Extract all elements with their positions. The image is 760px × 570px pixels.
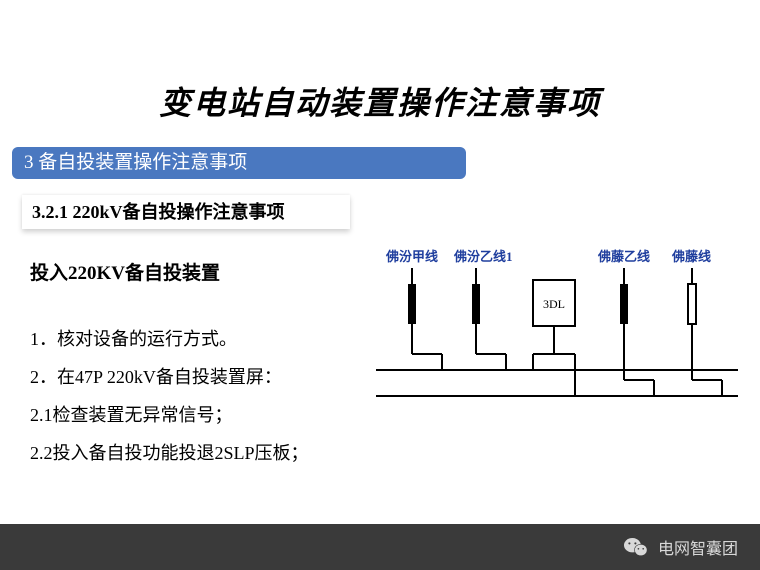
slide-page: 变电站自动装置操作注意事项 3 备自投装置操作注意事项 3.2.1 220kV备… [0,0,760,570]
breaker-label: 3DL [543,297,565,311]
list-item: 2．在47P 220kV备自投装置屏： [30,358,390,396]
line-label: 佛藤线 [672,246,711,265]
list-item: 2.2投入备自投功能投退2SLP压板； [30,434,390,472]
section-bar: 3 备自投装置操作注意事项 [12,147,466,179]
intro-line: 投入220KV备自投装置 [30,258,220,285]
wechat-icon [624,535,648,559]
line-label: 佛汾甲线 [386,246,438,265]
footer-bar: 电网智囊团 [0,524,760,570]
page-title: 变电站自动装置操作注意事项 [0,78,760,124]
list-item: 2.1检查装置无异常信号； [30,396,390,434]
diagram-svg: 3DL [376,246,738,416]
subheading: 3.2.1 220kV备自投操作注意事项 [22,195,350,229]
instruction-list: 1．核对设备的运行方式。 2．在47P 220kV备自投装置屏： 2.1检查装置… [30,320,390,472]
line-label: 佛藤乙线 [598,246,650,265]
line-label: 佛汾乙线1 [454,246,513,265]
list-item: 1．核对设备的运行方式。 [30,320,390,358]
footer-source: 电网智囊团 [658,535,738,559]
single-line-diagram: 佛汾甲线 佛汾乙线1 佛藤乙线 佛藤线 3DL [376,246,738,416]
